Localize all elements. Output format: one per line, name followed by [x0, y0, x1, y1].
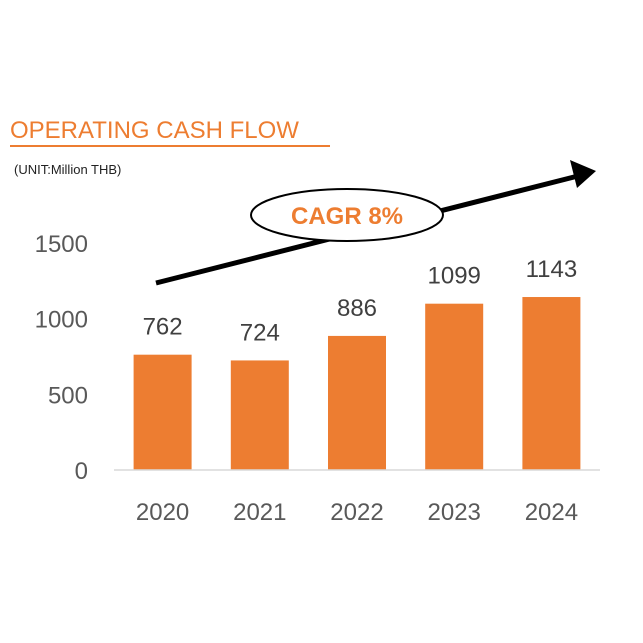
x-tick-label-2022: 2022 — [330, 499, 383, 526]
data-label-2023: 1099 — [428, 263, 481, 290]
x-tick-label-2021: 2021 — [233, 499, 286, 526]
bar-2020 — [133, 354, 192, 470]
bars-group — [133, 297, 581, 470]
trend-arrow-head — [570, 160, 596, 188]
bar-2022 — [328, 335, 386, 470]
y-tick-label: 500 — [48, 382, 88, 409]
bar-2021 — [230, 360, 289, 470]
chart-title: OPERATING CASH FLOW — [10, 117, 299, 144]
x-axis-ticks: 2020 2021 2022 2023 2024 — [136, 499, 578, 526]
bar-2024 — [522, 297, 581, 470]
y-tick-label: 0 — [75, 458, 88, 485]
data-label-2024: 1143 — [526, 256, 578, 283]
bar-2023 — [425, 303, 484, 470]
cagr-label: CAGR 8% — [291, 203, 403, 230]
title-underline — [10, 145, 330, 147]
cagr-ellipse — [250, 188, 444, 242]
x-tick-label-2023: 2023 — [428, 499, 481, 526]
data-label-2020: 762 — [143, 314, 183, 341]
y-axis-ticks: 0 500 1000 1500 — [35, 231, 88, 485]
data-label-2021: 724 — [240, 319, 280, 346]
data-labels-group: 762 724 886 1099 1143 — [143, 256, 578, 346]
data-label-2022: 886 — [337, 295, 377, 322]
y-tick-label: 1500 — [35, 231, 88, 258]
y-tick-label: 1000 — [35, 307, 88, 334]
unit-label: (UNIT:Million THB) — [14, 162, 122, 177]
x-tick-label-2024: 2024 — [525, 499, 578, 526]
x-tick-label-2020: 2020 — [136, 499, 189, 526]
